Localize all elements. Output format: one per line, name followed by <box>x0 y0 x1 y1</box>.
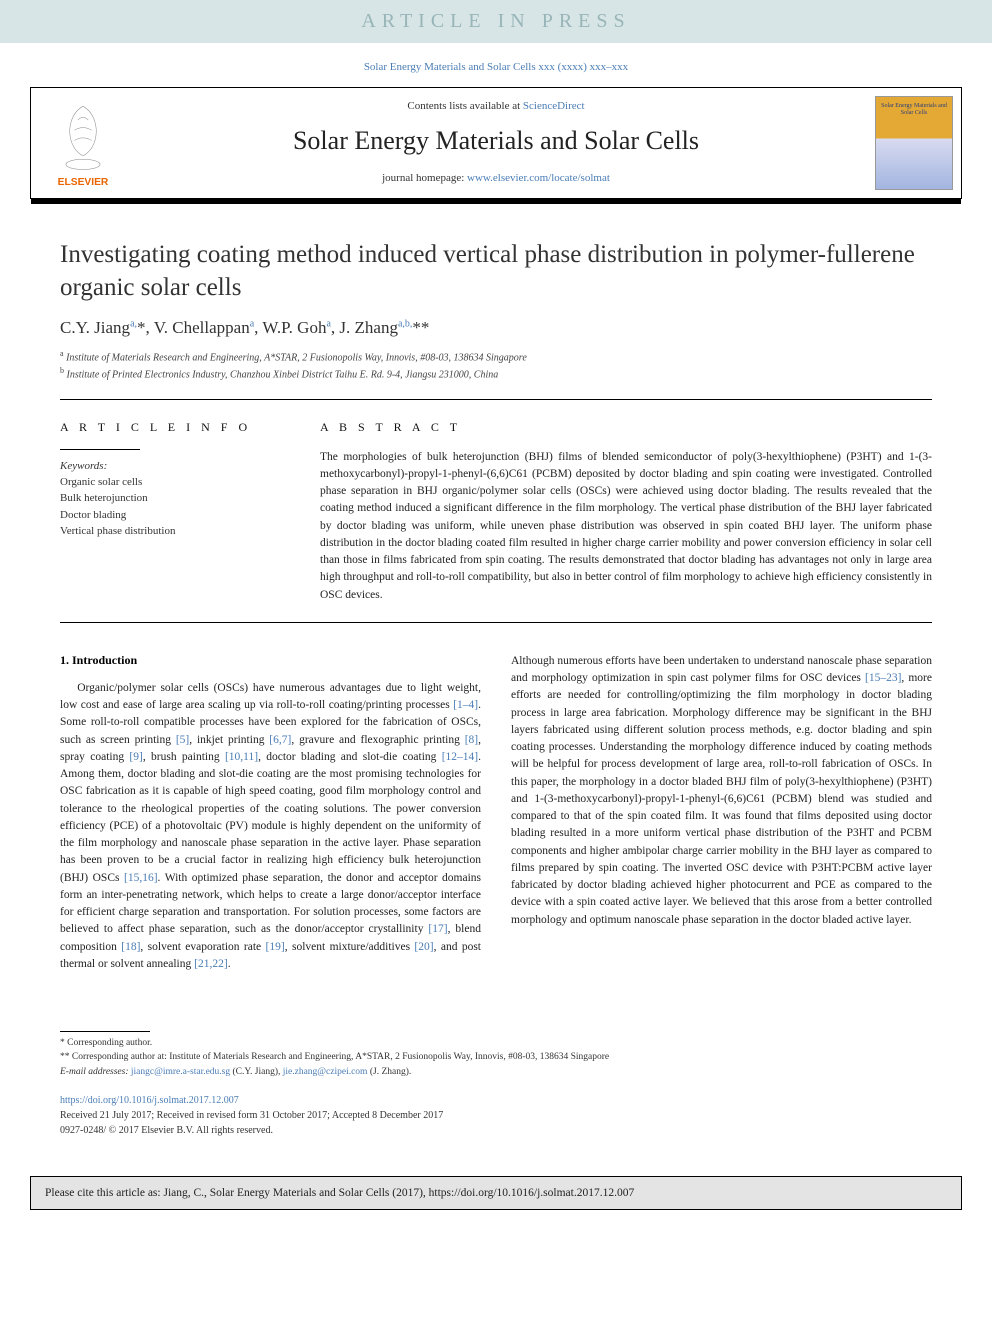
abstract-column: A B S T R A C T The morphologies of bulk… <box>320 420 932 604</box>
article-title: Investigating coating method induced ver… <box>60 239 932 304</box>
affiliation-a: a Institute of Materials Research and En… <box>60 348 932 365</box>
elsevier-logo: ELSEVIER <box>39 96 127 190</box>
sciencedirect-link[interactable]: ScienceDirect <box>523 100 585 112</box>
email-line: E-mail addresses: jiangc@imre.a-star.edu… <box>60 1065 932 1079</box>
journal-header-box: ELSEVIER Solar Energy Materials and Sola… <box>30 87 962 199</box>
contents-prefix: Contents lists available at <box>407 100 522 112</box>
affiliation-b: b Institute of Printed Electronics Indus… <box>60 365 932 382</box>
keyword: Doctor blading <box>60 507 290 524</box>
introduction-heading: 1. Introduction <box>60 653 481 668</box>
article-info-column: A R T I C L E I N F O Keywords: Organic … <box>60 420 290 604</box>
keyword: Vertical phase distribution <box>60 523 290 540</box>
journal-homepage-line: journal homepage: www.elsevier.com/locat… <box>141 172 851 184</box>
journal-name: Solar Energy Materials and Solar Cells <box>141 126 851 156</box>
doi-block: https://doi.org/10.1016/j.solmat.2017.12… <box>60 1093 932 1138</box>
contents-list-line: Contents lists available at ScienceDirec… <box>141 100 851 112</box>
cite-box: Please cite this article as: Jiang, C., … <box>30 1176 962 1210</box>
elsevier-wordmark: ELSEVIER <box>58 177 109 188</box>
doi-link[interactable]: https://doi.org/10.1016/j.solmat.2017.12… <box>60 1095 239 1106</box>
right-column: Although numerous efforts have been unde… <box>511 653 932 973</box>
abstract-head: A B S T R A C T <box>320 420 932 435</box>
journal-reference-line: Solar Energy Materials and Solar Cells x… <box>0 43 992 87</box>
footnotes: * Corresponding author. ** Corresponding… <box>60 1023 932 1079</box>
keywords-list: Organic solar cells Bulk heterojunction … <box>60 474 290 540</box>
email-name-2: (J. Zhang). <box>367 1067 411 1077</box>
journal-cover-title: Solar Energy Materials and Solar Cells <box>876 97 952 117</box>
keyword: Bulk heterojunction <box>60 490 290 507</box>
article-info-head: A R T I C L E I N F O <box>60 420 290 435</box>
journal-cover-thumbnail: Solar Energy Materials and Solar Cells <box>875 96 953 190</box>
received-line: Received 21 July 2017; Received in revis… <box>60 1108 932 1123</box>
email-link-1[interactable]: jiangc@imre.a-star.edu.sg <box>131 1067 230 1077</box>
left-column: 1. Introduction Organic/polymer solar ce… <box>60 653 481 973</box>
rule-bottom <box>60 622 932 623</box>
email-link-2[interactable]: jie.zhang@czipei.com <box>283 1067 368 1077</box>
keywords-label: Keywords: <box>60 460 290 472</box>
corresponding-author-2: ** Corresponding author at: Institute of… <box>60 1050 932 1064</box>
corresponding-author-1: * Corresponding author. <box>60 1036 932 1050</box>
author-list: C.Y. Jianga,*, V. Chellappana, W.P. Goha… <box>60 318 932 338</box>
footnote-rule <box>60 1031 150 1032</box>
rule-top <box>60 399 932 400</box>
article-in-press-banner: ARTICLE IN PRESS <box>0 0 992 43</box>
email-label: E-mail addresses: <box>60 1067 131 1077</box>
keywords-rule <box>60 449 140 450</box>
intro-paragraph-right: Although numerous efforts have been unde… <box>511 653 932 929</box>
homepage-prefix: journal homepage: <box>382 172 467 184</box>
issn-line: 0927-0248/ © 2017 Elsevier B.V. All righ… <box>60 1123 932 1138</box>
keyword: Organic solar cells <box>60 474 290 491</box>
abstract-text: The morphologies of bulk heterojunction … <box>320 449 932 604</box>
intro-paragraph-left: Organic/polymer solar cells (OSCs) have … <box>60 680 481 973</box>
affiliations: a Institute of Materials Research and En… <box>60 348 932 383</box>
journal-homepage-link[interactable]: www.elsevier.com/locate/solmat <box>467 172 610 184</box>
email-name-1: (C.Y. Jiang), <box>230 1067 283 1077</box>
